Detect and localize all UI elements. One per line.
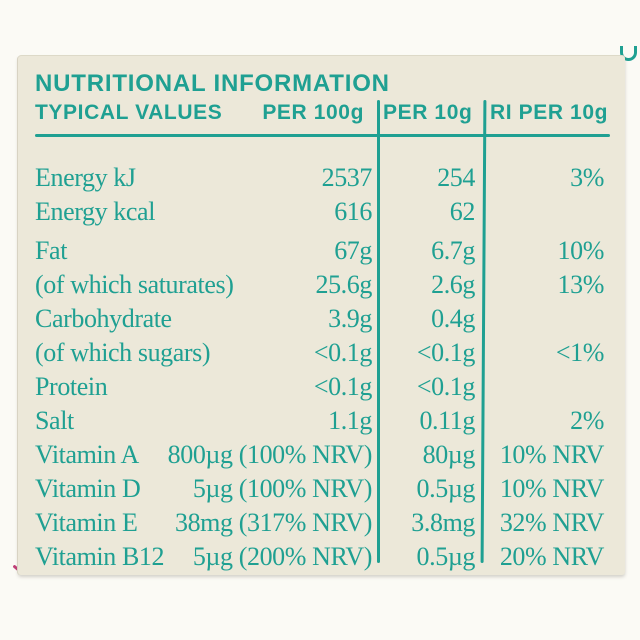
per-10g-value: 0.4g — [431, 304, 475, 333]
per-100g-value: 67g — [334, 236, 372, 265]
table-row: Fat 67g 6.7g 10% — [35, 234, 604, 268]
column-header-ri-per-10g: RI PER 10g — [490, 101, 609, 124]
row-main-cell: Energy kJ 2537 — [35, 161, 372, 195]
ri-per-10g-value: 10% — [557, 236, 605, 265]
row-main-cell: Vitamin A 800µg (100% NRV) — [35, 438, 372, 472]
column-divider-1 — [377, 100, 380, 563]
per-100g-value: 1.1g — [328, 406, 372, 435]
cropped-ring-glyph — [620, 46, 637, 61]
nutrient-label: Energy kcal — [35, 197, 156, 226]
nutrient-label: Vitamin E — [35, 508, 138, 537]
table-row: (of which sugars) <0.1g <0.1g <1% — [35, 336, 604, 370]
per-100g-value: <0.1g — [313, 338, 373, 367]
table-row: Salt 1.1g 0.11g 2% — [35, 404, 604, 438]
ri-per-10g-value: 2% — [570, 406, 604, 435]
nutrient-label: (of which saturates) — [35, 270, 234, 299]
nutrient-label: Vitamin D — [35, 474, 141, 503]
nutrient-label: Salt — [35, 406, 74, 435]
per-100g-value: 3.9g — [328, 304, 372, 333]
row-main-cell: Vitamin E 38mg (317% NRV) — [35, 506, 372, 540]
column-header-typical-values: TYPICAL VALUES — [35, 101, 223, 124]
table-row: Vitamin D 5µg (100% NRV) 0.5µg 10% NRV — [35, 472, 604, 506]
ri-per-10g-value: 20% NRV — [499, 542, 605, 571]
table-row: Vitamin A 800µg (100% NRV) 80µg 10% NRV — [35, 438, 604, 472]
column-header-per-100g: PER 100g — [262, 101, 364, 124]
per-10g-value: 62 — [449, 197, 476, 226]
nutrient-label: Energy kJ — [35, 163, 136, 192]
per-100g-value: 25.6g — [315, 270, 372, 299]
row-main-cell: Fat 67g — [35, 234, 372, 268]
row-main-cell: Energy kcal 616 — [35, 195, 372, 229]
row-main-cell: Vitamin D 5µg (100% NRV) — [35, 472, 372, 506]
nutrition-panel: NUTRITIONAL INFORMATION TYPICAL VALUES P… — [18, 56, 625, 575]
per-100g-value: 5µg (200% NRV) — [192, 542, 373, 571]
per-10g-value: 0.5µg — [416, 542, 476, 571]
per-100g-value: 800µg (100% NRV) — [167, 440, 373, 469]
per-10g-value: 0.11g — [419, 406, 475, 435]
table-row: Protein <0.1g <0.1g — [35, 370, 604, 404]
per-100g-value: 38mg (317% NRV) — [174, 508, 372, 537]
nutrient-label: Fat — [35, 236, 68, 265]
per-10g-value: 80µg — [422, 440, 476, 469]
ri-per-10g-value: 32% NRV — [499, 508, 605, 537]
per-100g-value: 2537 — [321, 163, 373, 192]
row-main-cell: (of which saturates) 25.6g — [35, 268, 372, 302]
column-header-per-10g: PER 10g — [383, 101, 473, 124]
ri-per-10g-value: 3% — [570, 163, 604, 192]
per-10g-value: <0.1g — [416, 372, 476, 401]
table-body: Energy kJ 2537 254 3% Energy kcal 616 62… — [35, 161, 604, 574]
per-100g-value: <0.1g — [313, 372, 373, 401]
panel-title: NUTRITIONAL INFORMATION — [35, 70, 390, 97]
table-row: Carbohydrate 3.9g 0.4g — [35, 302, 604, 336]
nutrient-label: Vitamin A — [35, 440, 139, 469]
nutrient-label: Vitamin B12 — [35, 542, 165, 571]
per-10g-value: 3.8mg — [411, 508, 475, 537]
ri-per-10g-value — [493, 195, 604, 229]
table-row: Energy kJ 2537 254 3% — [35, 161, 604, 195]
per-10g-value: 0.5µg — [416, 474, 476, 503]
ri-per-10g-value: <1% — [555, 338, 605, 367]
nutrient-label: Protein — [35, 372, 108, 401]
table-row: Vitamin B12 5µg (200% NRV) 0.5µg 20% NRV — [35, 540, 604, 574]
table-row: (of which saturates) 25.6g 2.6g 13% — [35, 268, 604, 302]
per-100g-value: 616 — [334, 197, 372, 226]
table-row: Vitamin E 38mg (317% NRV) 3.8mg 32% NRV — [35, 506, 604, 540]
row-main-cell: Salt 1.1g — [35, 404, 372, 438]
per-10g-value: <0.1g — [416, 338, 476, 367]
table-row: Energy kcal 616 62 — [35, 195, 604, 229]
row-main-cell: Carbohydrate 3.9g — [35, 302, 372, 336]
per-10g-value: 2.6g — [431, 270, 475, 299]
row-main-cell: Vitamin B12 5µg (200% NRV) — [35, 540, 372, 574]
row-main-cell: (of which sugars) <0.1g — [35, 336, 372, 370]
ri-per-10g-value: 10% NRV — [499, 440, 605, 469]
nutrient-label: (of which sugars) — [35, 338, 211, 367]
per-100g-value: 5µg (100% NRV) — [192, 474, 373, 503]
row-main-cell: Protein <0.1g — [35, 370, 372, 404]
ri-per-10g-value — [493, 302, 604, 336]
header-rule — [35, 134, 610, 137]
ri-per-10g-value: 10% NRV — [499, 474, 605, 503]
ri-per-10g-value — [493, 370, 604, 404]
ri-per-10g-value: 13% — [557, 270, 605, 299]
nutrient-label: Carbohydrate — [35, 304, 172, 333]
per-10g-value: 254 — [437, 163, 475, 192]
per-10g-value: 6.7g — [431, 236, 475, 265]
